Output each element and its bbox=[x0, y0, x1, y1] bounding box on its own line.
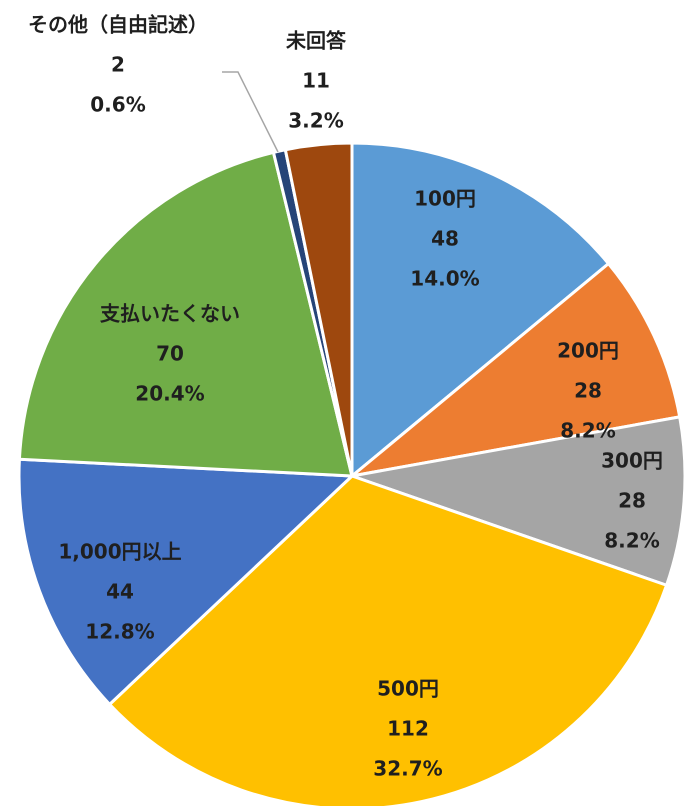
slice-label: 100円 bbox=[414, 187, 476, 211]
slice-label: 未回答 bbox=[286, 29, 347, 53]
pie-slice bbox=[346, 261, 682, 479]
value-label: 28 bbox=[618, 489, 646, 513]
percentage-label: 3.2% bbox=[288, 109, 343, 133]
slice-label: 200円 bbox=[557, 339, 619, 363]
value-label: 48 bbox=[431, 227, 459, 251]
value-label: 28 bbox=[574, 379, 602, 403]
pie-slice bbox=[17, 150, 354, 478]
percentage-label: 8.2% bbox=[560, 419, 615, 443]
percentage-label: 20.4% bbox=[135, 382, 204, 406]
value-label: 2 bbox=[111, 53, 125, 77]
percentage-label: 14.0% bbox=[410, 267, 479, 291]
value-label: 44 bbox=[106, 580, 134, 604]
percentage-label: 12.8% bbox=[85, 620, 154, 644]
pie-slice bbox=[283, 141, 354, 477]
value-label: 11 bbox=[302, 69, 330, 93]
slice-label: 300円 bbox=[601, 449, 663, 473]
percentage-label: 8.2% bbox=[604, 529, 659, 553]
percentage-label: 32.7% bbox=[373, 757, 442, 781]
percentage-label: 0.6% bbox=[90, 93, 145, 117]
slice-label: 支払いたくない bbox=[100, 302, 240, 326]
value-label: 112 bbox=[387, 717, 429, 741]
pie-slice bbox=[17, 457, 356, 707]
pie-slice bbox=[350, 141, 611, 480]
slice-label: 500円 bbox=[377, 677, 439, 701]
pie-slice bbox=[107, 474, 669, 806]
slice-label: その他（自由記述） bbox=[28, 13, 208, 37]
slice-label: 1,000円以上 bbox=[58, 540, 181, 564]
value-label: 70 bbox=[156, 342, 184, 366]
leader-line bbox=[222, 71, 279, 153]
